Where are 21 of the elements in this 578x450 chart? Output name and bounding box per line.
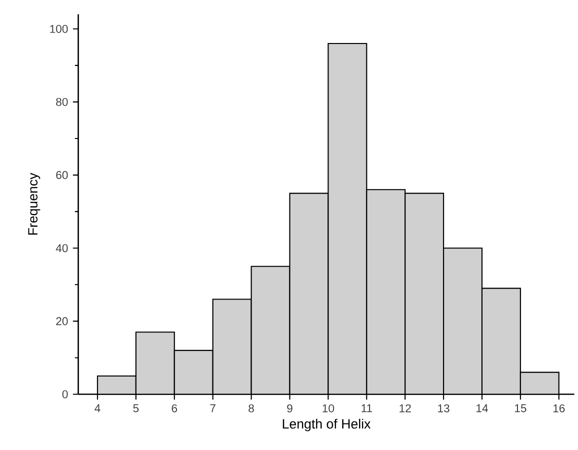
- y-tick-label: 40: [56, 244, 68, 252]
- y-tick-label: 20: [56, 317, 68, 326]
- x-tick-label: 12: [400, 404, 411, 412]
- x-tick-label: 11: [362, 404, 372, 412]
- x-tick-label: 4: [94, 404, 100, 412]
- y-axis-title: Frequency: [28, 172, 40, 235]
- x-tick-label: 14: [476, 404, 488, 412]
- x-tick-label: 5: [133, 404, 139, 412]
- x-axis-title: Length of Helix: [282, 418, 371, 432]
- x-tick-label: 6: [172, 404, 178, 412]
- x-tick-label: 15: [514, 404, 526, 412]
- x-tick-label: 16: [553, 404, 565, 412]
- x-tick-label: 8: [248, 404, 254, 412]
- x-tick-label: 9: [287, 404, 292, 412]
- x-tick-label: 10: [322, 404, 334, 412]
- y-tick-label: 80: [56, 98, 68, 106]
- x-tick-label: 7: [210, 404, 216, 412]
- x-tick-label: 13: [438, 404, 450, 412]
- y-tick-label: 100: [50, 24, 68, 33]
- y-tick-label: 60: [56, 171, 68, 180]
- y-tick-label: 0: [62, 390, 68, 398]
